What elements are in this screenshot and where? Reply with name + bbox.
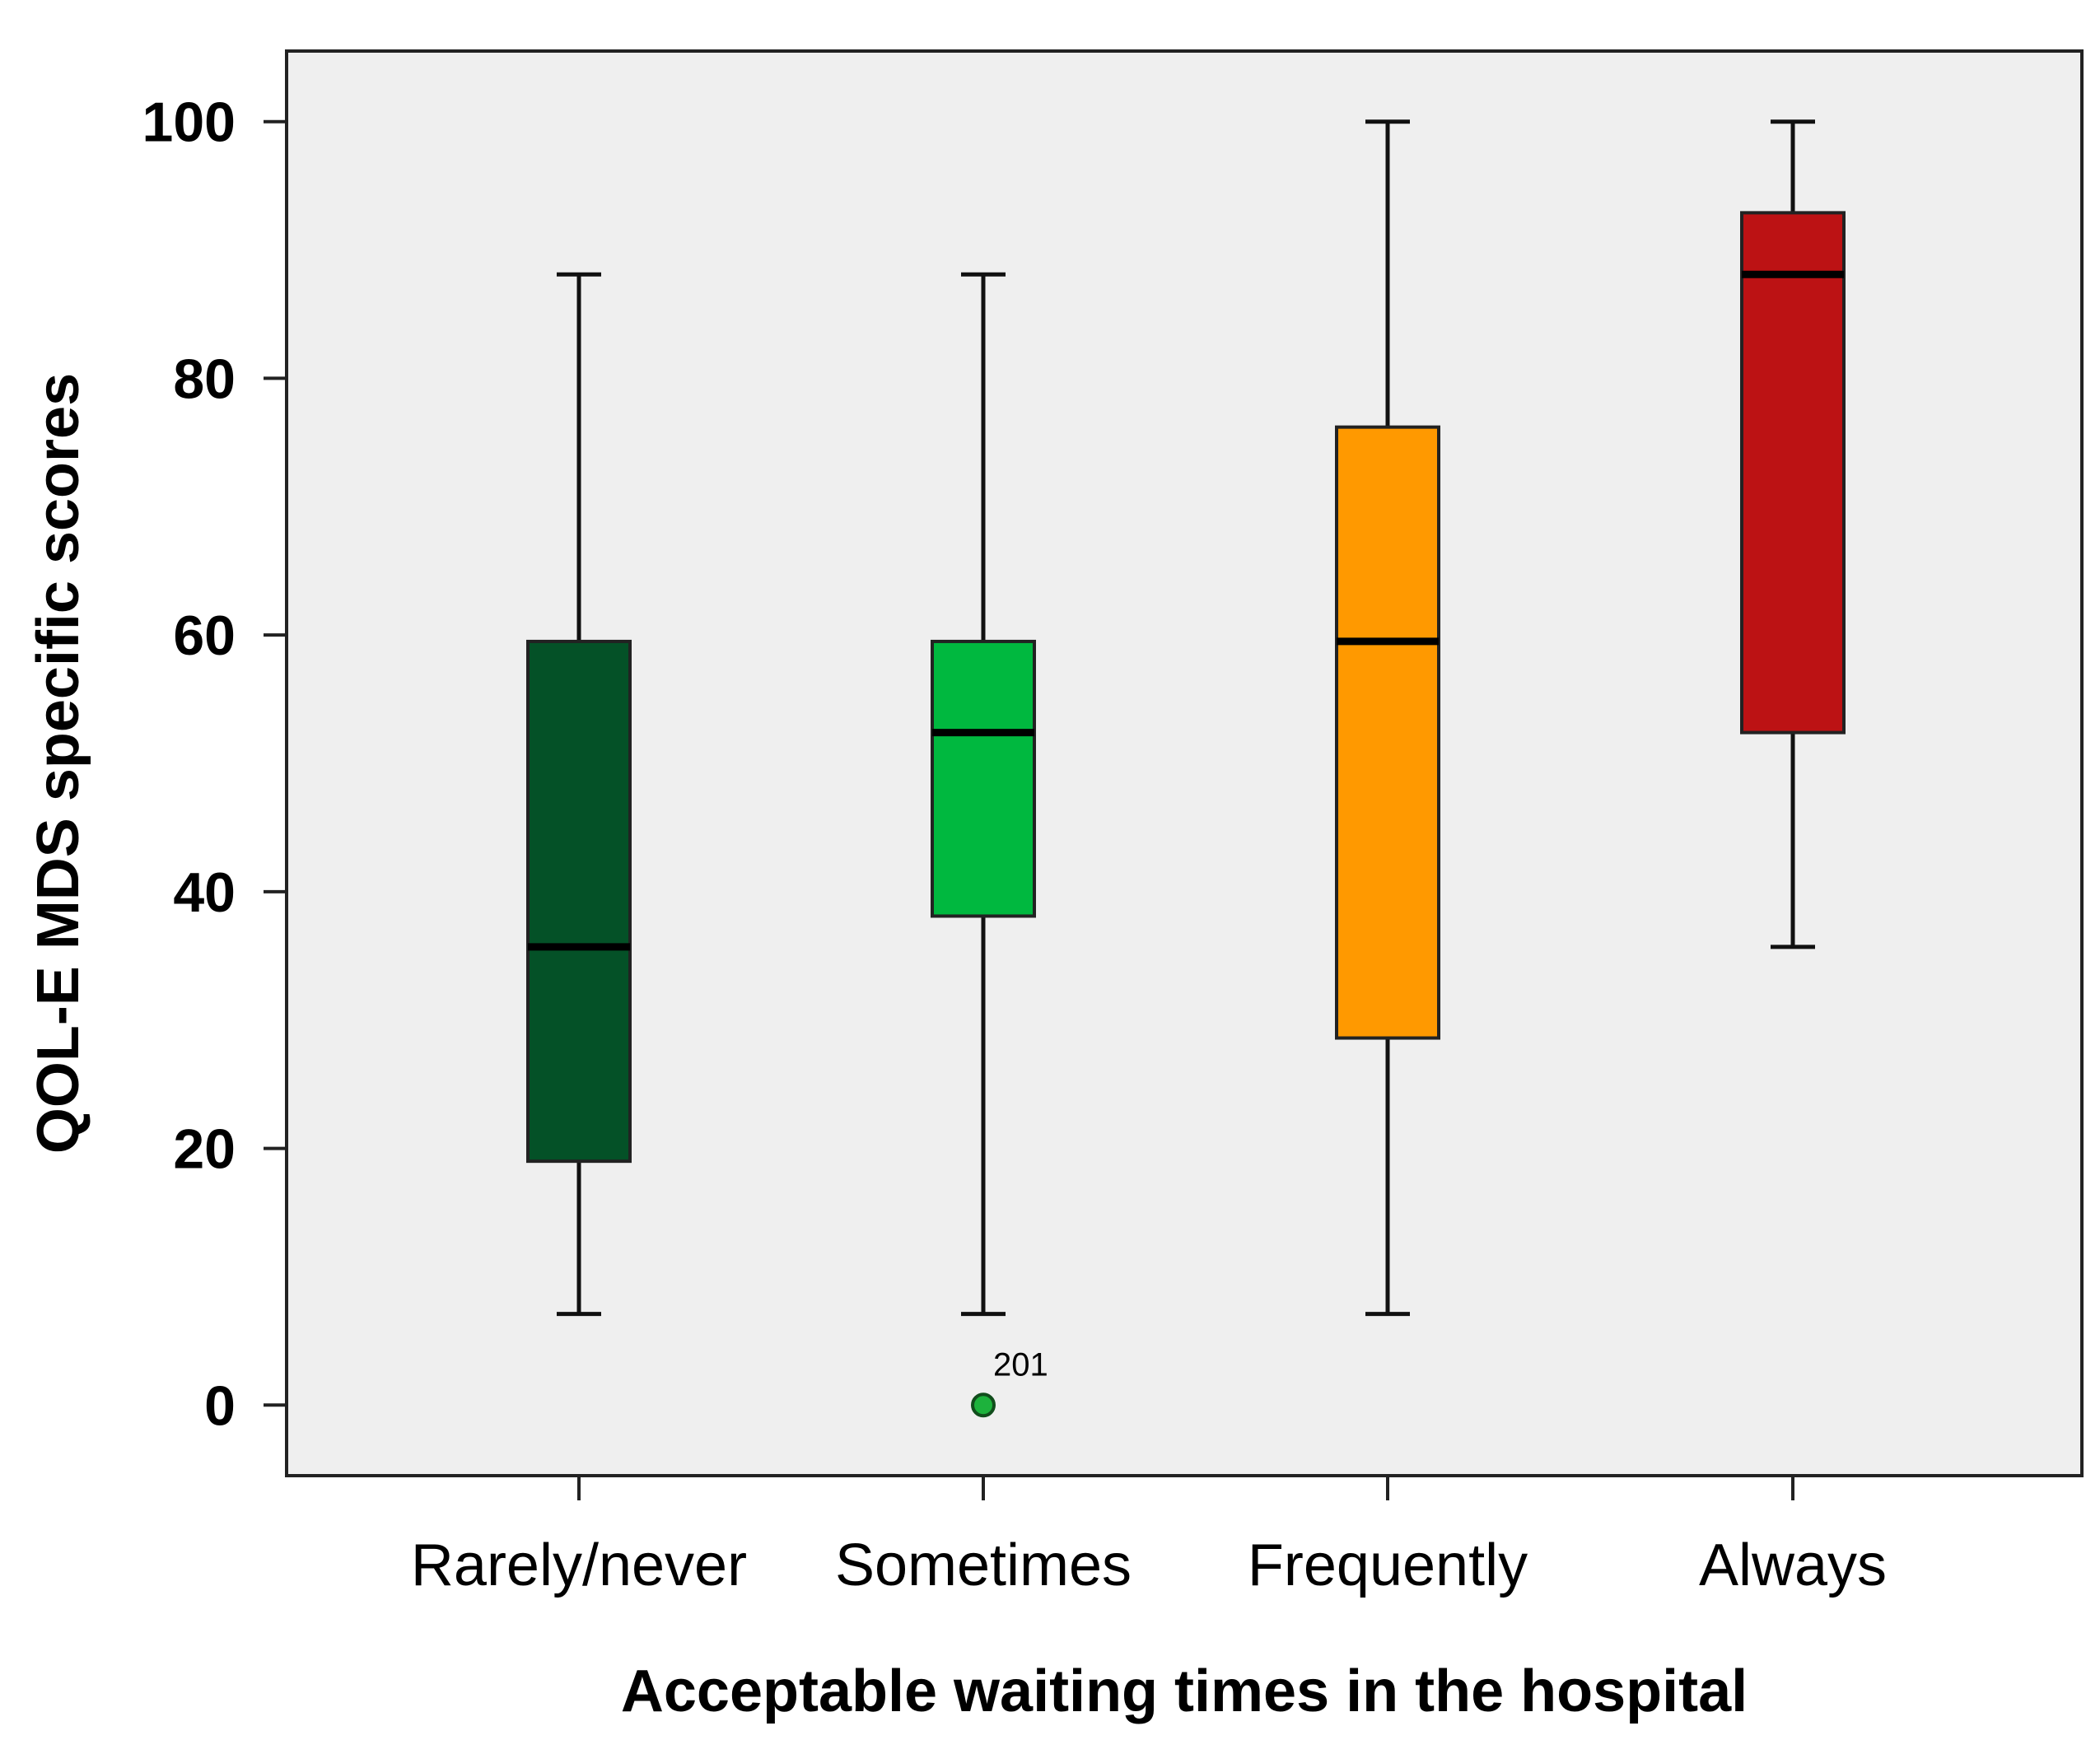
y-axis: 0 20 40 60 80 100 [142, 91, 287, 1437]
box-iqr [1740, 211, 1846, 735]
box-iqr [1335, 425, 1440, 1040]
x-tick-label: Rarely/never [411, 1532, 747, 1598]
outlier-point [971, 1392, 996, 1418]
x-tick-label: Always [1699, 1532, 1887, 1598]
box-group [1335, 119, 1440, 1317]
y-tick-label: 60 [173, 604, 236, 667]
x-axis: Rarely/never Sometimes Frequently Always [411, 1476, 1887, 1598]
outlier-series: 201 [971, 1346, 1048, 1418]
x-axis-title: Acceptable waiting times in the hospital [621, 1658, 1748, 1724]
box-group [931, 272, 1036, 1317]
box-group [1740, 119, 1846, 949]
y-tick-label: 40 [173, 861, 236, 924]
box-iqr [931, 639, 1036, 918]
y-tick-label: 100 [142, 91, 236, 154]
x-tick-label: Frequently [1248, 1532, 1528, 1598]
y-axis-title: QOL-E MDS specific scores [26, 373, 91, 1154]
box-iqr [526, 639, 632, 1164]
y-tick-label: 20 [173, 1118, 236, 1181]
box-group [526, 272, 632, 1317]
y-tick-label: 0 [204, 1374, 236, 1437]
y-tick-label: 80 [173, 348, 236, 410]
box-series [526, 119, 1846, 1317]
x-tick-label: Sometimes [835, 1532, 1132, 1598]
outlier-label: 201 [993, 1346, 1048, 1383]
